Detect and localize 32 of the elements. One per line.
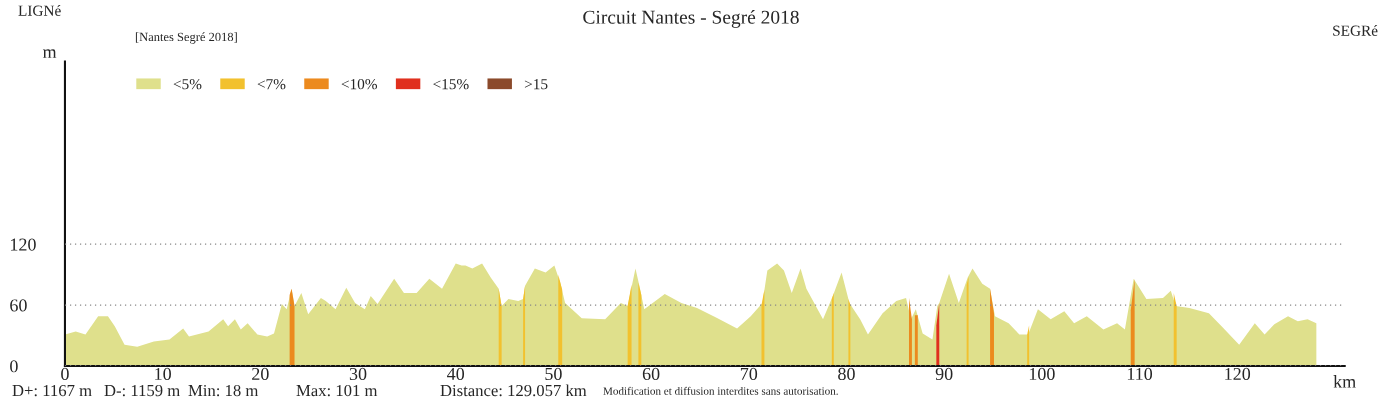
x-tick-label: 20: [252, 367, 269, 381]
x-tick-label: 70: [740, 367, 758, 381]
x-tick-label: 0: [61, 367, 69, 381]
text: D+: 1167 m: [12, 384, 92, 397]
text: [Nantes Segré 2018]: [135, 32, 237, 44]
x-tick-label: 10: [155, 367, 171, 381]
y-tick-label: 60: [10, 299, 27, 312]
x-tick-label: 60: [642, 367, 660, 381]
legend-label: <5%: [173, 78, 202, 90]
y-tick-label: 120: [10, 238, 36, 251]
x-tick-label: 50: [545, 367, 562, 381]
chart-title: Circuit Nantes - Segré 2018: [583, 10, 799, 28]
x-tick-label: 100: [1029, 367, 1055, 381]
x-tick-label: 90: [935, 367, 953, 381]
text: LIGNé: [18, 5, 61, 16]
y-axis-title: m: [42, 49, 57, 58]
text: Max: 101 m: [296, 384, 378, 397]
x-tick-label: 110: [1127, 367, 1153, 381]
legend-label: <10%: [341, 78, 378, 90]
x-tick-label: 30: [349, 367, 367, 381]
x-tick-label: 40: [447, 367, 465, 381]
text: Min: 18 m: [188, 384, 259, 397]
text: D-: 1159 m: [104, 384, 180, 397]
x-tick-label: 80: [838, 367, 855, 381]
text: Distance: 129.057 km: [440, 384, 587, 397]
text: Modification et diffusion interdites sans autorisation.: [603, 386, 838, 395]
legend-label: <7%: [257, 78, 286, 90]
legend-label: >15: [524, 79, 548, 90]
text: SEGRé: [1333, 25, 1378, 36]
x-tick-label: 120: [1225, 367, 1251, 381]
x-axis-title: km: [1333, 375, 1356, 388]
legend-label: <15%: [433, 78, 469, 90]
